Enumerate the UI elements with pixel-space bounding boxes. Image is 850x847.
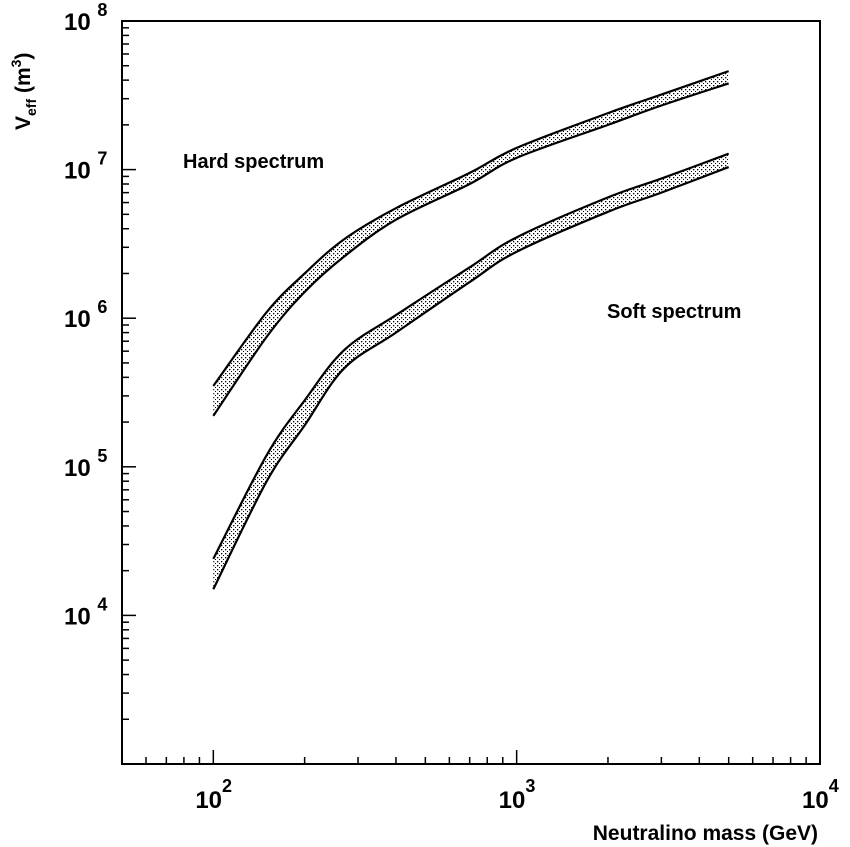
annotation-hard: Hard spectrum (183, 151, 324, 173)
y-label-sup: 3 (8, 59, 24, 67)
band-upper-line-0 (212, 70, 730, 387)
y-label-unit: (m (12, 67, 35, 99)
x-tick-label-0: 102 (195, 776, 232, 814)
band-fill-1 (213, 153, 729, 590)
annotation-soft: Soft spectrum (607, 301, 741, 323)
band-upper-line-1 (212, 152, 730, 560)
band-fill-0 (213, 71, 729, 416)
plot-frame (121, 20, 821, 765)
y-tick-label-2: 10 6 (64, 297, 107, 333)
y-label-main: V (12, 116, 35, 130)
x-tick-label-1: 103 (499, 776, 536, 814)
band-lower-line-1 (212, 166, 730, 590)
band-lower-line-0 (212, 82, 730, 417)
svg-text:Veff (m3): Veff (m3) (8, 53, 39, 130)
bands (212, 70, 730, 590)
x-axis-label: Neutralino mass (GeV) (593, 822, 818, 845)
y-label-close: ) (12, 53, 35, 60)
axes: 102 103 104 10 4 10 5 10 6 10 7 10 8 (64, 0, 839, 814)
y-tick-label-0: 10 4 (64, 594, 107, 630)
y-tick-label-1: 10 5 (64, 446, 107, 482)
y-tick-label-3: 10 7 (64, 149, 107, 185)
y-label-sub: eff (23, 99, 39, 116)
x-tick-label-2: 104 (802, 776, 839, 814)
y-tick-label-4: 10 8 (64, 0, 107, 36)
y-axis-label: Veff (m3) (8, 53, 39, 130)
